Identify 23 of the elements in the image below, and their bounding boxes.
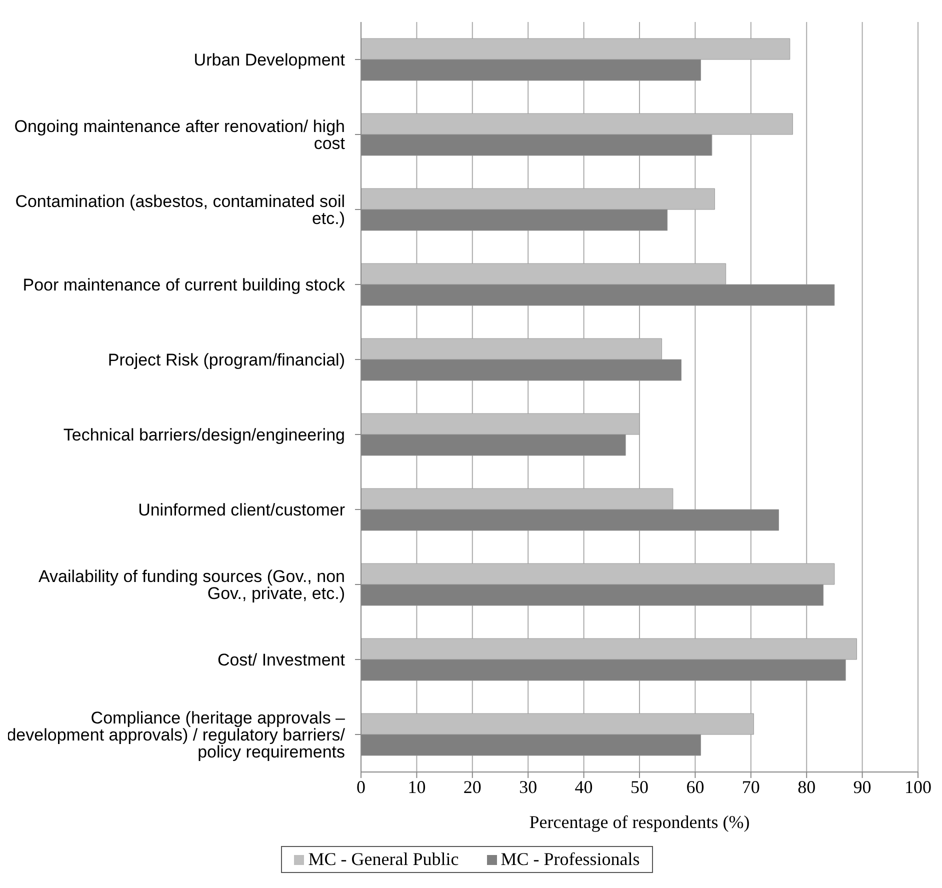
x-tick-label: 80 [798,776,816,797]
y-tick-label: Uninformed client/customer [138,500,346,520]
x-tick-label: 60 [686,776,704,797]
x-axis-title: Percentage of respondents (%) [529,812,750,832]
y-tick-label: Poor maintenance of current building stock [22,276,346,295]
y-tick-label: Cost/ Investment [217,650,346,670]
legend-label: MC - Professionals [500,849,640,870]
y-tick-label: Ongoing maintenance after renovation/ high cost [14,117,346,154]
x-tick-label: 40 [574,776,593,797]
x-tick-label: 10 [408,776,426,797]
y-tick-label: Urban Development [194,50,346,70]
x-tick-label: 90 [853,776,872,797]
x-tick-label: 0 [356,776,366,797]
x-tick-label: 100 [904,776,932,797]
x-tick-label: 20 [463,776,482,797]
x-tick-label: 70 [742,776,760,797]
x-tick-label: 30 [519,776,538,797]
y-tick-label: Project Risk (program/financial) [108,350,345,370]
y-tick-label: Contamination (asbestos, contaminated soil etc.) [15,192,345,228]
legend-label: MC - General Public [307,849,459,870]
y-tick-label: Availability of funding sources (Gov., non Gov., private, etc.) [38,567,345,604]
x-tick-label: 50 [630,776,648,797]
y-tick-label: Technical barriers/design/engineering [63,426,345,445]
